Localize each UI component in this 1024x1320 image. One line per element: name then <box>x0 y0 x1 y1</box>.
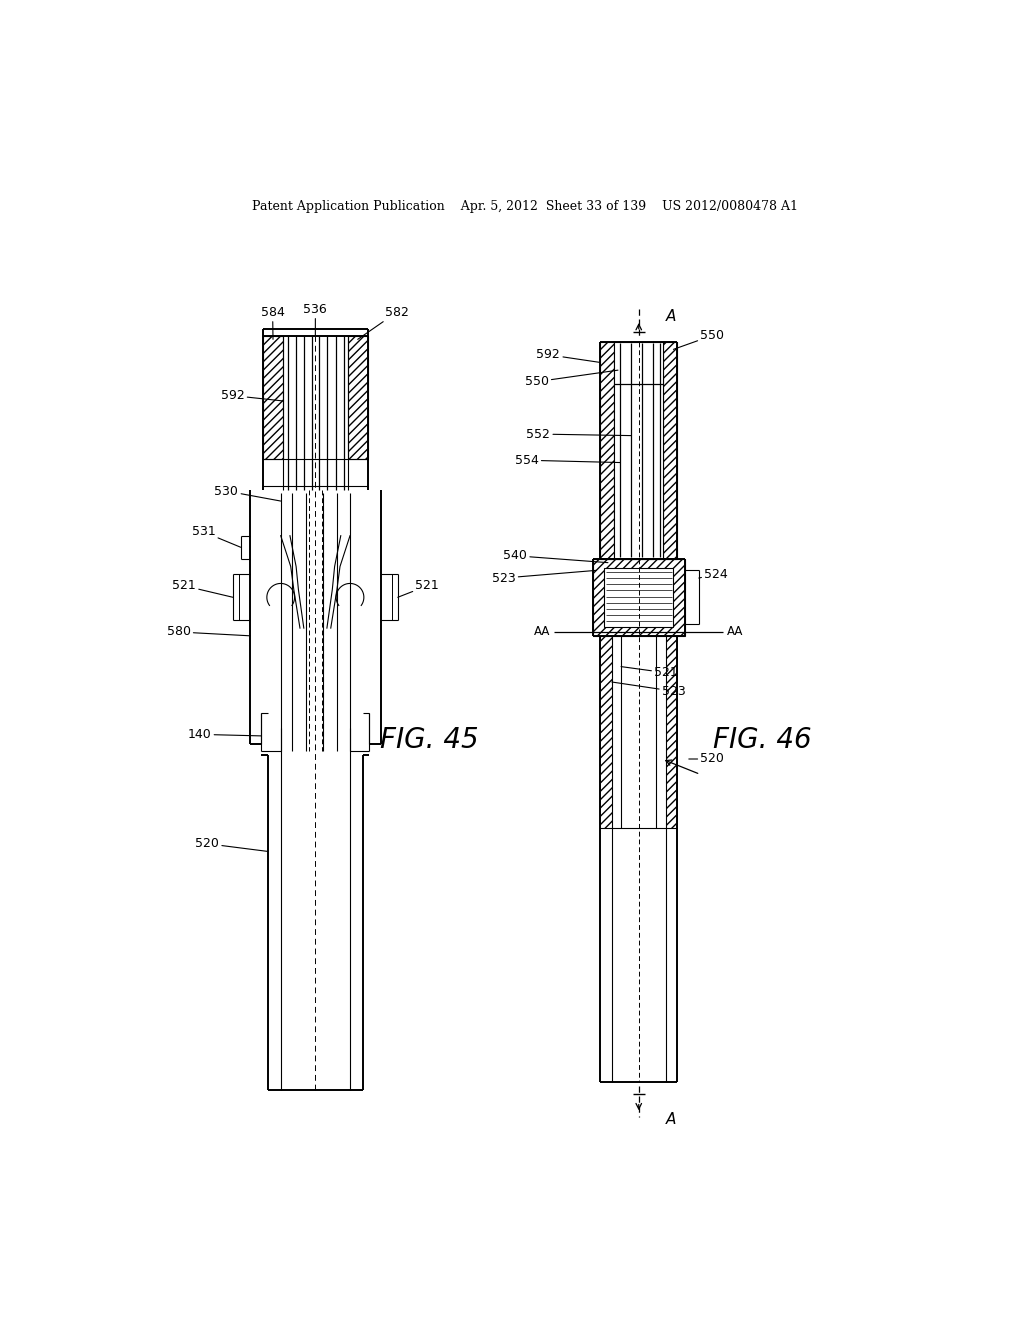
Text: 592: 592 <box>221 389 283 403</box>
Bar <box>664 342 677 558</box>
Text: A: A <box>666 309 676 323</box>
Text: 524: 524 <box>698 568 728 581</box>
Text: 521: 521 <box>397 579 439 597</box>
Text: 582: 582 <box>357 306 409 339</box>
Text: 140: 140 <box>187 727 261 741</box>
Bar <box>593 558 685 636</box>
Bar <box>666 636 677 829</box>
Text: 540: 540 <box>503 549 608 562</box>
Bar <box>348 335 368 459</box>
Text: AA: AA <box>534 626 550 639</box>
Text: 531: 531 <box>191 525 241 548</box>
Text: 520: 520 <box>196 837 267 851</box>
Text: 550: 550 <box>524 370 617 388</box>
Bar <box>604 568 674 627</box>
Text: 592: 592 <box>537 348 600 363</box>
Text: AA: AA <box>727 626 743 639</box>
Text: 552: 552 <box>526 428 631 441</box>
Text: 536: 536 <box>303 302 328 335</box>
Text: 550: 550 <box>674 329 724 350</box>
Text: 523: 523 <box>611 682 686 698</box>
Text: A: A <box>666 1111 676 1127</box>
Bar <box>263 335 283 459</box>
Text: 521: 521 <box>621 667 678 680</box>
Text: 530: 530 <box>214 484 281 502</box>
Text: 521: 521 <box>172 579 233 597</box>
Text: FIG. 45: FIG. 45 <box>380 726 478 754</box>
Text: 523: 523 <box>492 570 596 585</box>
Bar <box>600 342 614 558</box>
Text: 584: 584 <box>261 306 285 339</box>
Text: Patent Application Publication    Apr. 5, 2012  Sheet 33 of 139    US 2012/00804: Patent Application Publication Apr. 5, 2… <box>252 199 798 213</box>
Text: 520: 520 <box>689 752 724 766</box>
Bar <box>600 636 611 829</box>
Text: FIG. 46: FIG. 46 <box>713 726 811 754</box>
Text: 580: 580 <box>167 626 250 639</box>
Bar <box>614 342 664 558</box>
Text: 554: 554 <box>515 454 621 467</box>
